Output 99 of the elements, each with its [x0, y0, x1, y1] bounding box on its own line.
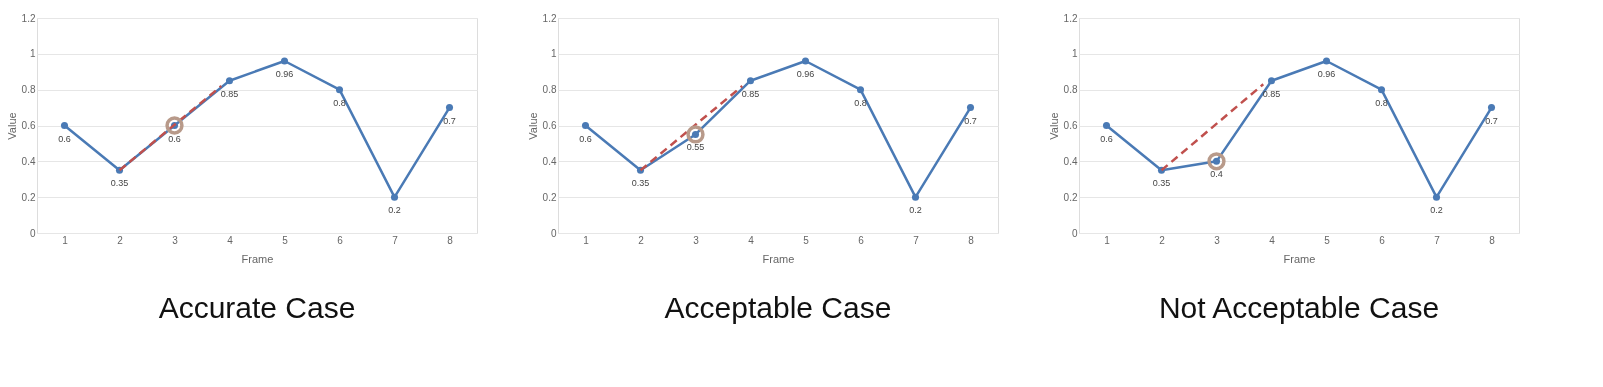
data-label: 0.4 — [1210, 169, 1223, 180]
y-tick-label: 0.6 — [21, 120, 36, 131]
x-tick-label: 2 — [117, 234, 124, 246]
data-label: 0.6 — [168, 133, 181, 144]
data-label: 0.7 — [1485, 115, 1498, 126]
y-axis-title: Value — [5, 112, 18, 140]
y-tick-label: 0.4 — [21, 155, 36, 167]
data-label: 0.96 — [796, 69, 815, 79]
y-tick-label: 0.8 — [21, 84, 36, 96]
y-tick-label: 1 — [550, 48, 557, 60]
data-label: 0.8 — [854, 97, 867, 108]
y-tick-label: 0.2 — [542, 191, 557, 203]
data-label: 0.55 — [686, 142, 705, 153]
data-label: 0.35 — [631, 178, 650, 189]
x-tick-label: 5 — [282, 234, 289, 246]
data-label: 0.35 — [110, 178, 129, 189]
data-label: 0.85 — [1262, 88, 1281, 99]
x-tick-label: 4 — [227, 234, 234, 246]
y-tick-label: 0.8 — [542, 84, 557, 96]
x-tick-label: 3 — [1214, 234, 1221, 246]
point — [801, 57, 810, 65]
y-tick-label: 0.6 — [542, 120, 557, 131]
y-tick-label: 0.4 — [1063, 155, 1078, 167]
point — [1432, 193, 1441, 201]
y-tick-label: 1.2 — [542, 12, 557, 24]
y-tick-label: 0.6 — [1063, 120, 1078, 131]
y-tick-label: 1.2 — [1063, 12, 1078, 24]
data-label: 0.7 — [964, 115, 977, 126]
x-tick-label: 2 — [1159, 234, 1166, 246]
point — [1207, 152, 1226, 171]
y-axis-title: Value — [526, 112, 539, 140]
text: Not Acceptable Case — [1158, 291, 1440, 324]
x-tick-label: 6 — [1379, 234, 1386, 246]
x-tick-label: 8 — [968, 234, 975, 246]
point — [1377, 86, 1386, 94]
x-tick-label: 1 — [1104, 234, 1111, 246]
data-label: 0.2 — [1430, 205, 1443, 216]
x-tick-label: 1 — [583, 234, 590, 246]
point — [445, 104, 454, 112]
x-tick-label: 4 — [748, 234, 755, 246]
x-tick-label: 4 — [1269, 234, 1276, 246]
data-label: 0.85 — [220, 88, 239, 99]
data-label: 0.8 — [1375, 97, 1388, 108]
y-tick-label: 0 — [29, 227, 36, 239]
data-label: 0.85 — [741, 88, 760, 99]
point — [390, 193, 399, 201]
x-tick-label: 3 — [172, 234, 179, 246]
point — [225, 77, 234, 85]
point — [1267, 77, 1276, 85]
y-tick-label: 1.2 — [21, 12, 36, 24]
y-tick-label: 0.2 — [21, 191, 36, 203]
point — [746, 77, 755, 85]
x-tick-label: 5 — [1324, 234, 1331, 246]
point — [335, 86, 344, 94]
data-label: 0.7 — [443, 115, 456, 126]
x-axis-title: Frame — [241, 252, 274, 265]
text: Accurate Case — [158, 291, 356, 324]
data-label: 0.6 — [579, 133, 592, 144]
data-label: 0.8 — [333, 97, 346, 108]
data-label: 0.6 — [1100, 133, 1113, 144]
x-tick-label: 7 — [913, 234, 920, 246]
point — [60, 121, 69, 130]
x-tick-label: 6 — [337, 234, 344, 246]
x-tick-label: 1 — [62, 234, 69, 246]
x-tick-label: 2 — [638, 234, 645, 246]
x-tick-label: 8 — [447, 234, 454, 246]
data-label: 0.96 — [275, 69, 294, 79]
point — [966, 104, 975, 112]
x-tick-label: 5 — [803, 234, 810, 246]
x-tick-label: 6 — [858, 234, 865, 246]
y-tick-label: 0.8 — [1063, 84, 1078, 96]
data-label: 0.35 — [1152, 178, 1171, 189]
point — [1322, 57, 1331, 65]
point — [911, 193, 920, 201]
data-label: 0.96 — [1317, 69, 1336, 79]
x-axis-title: Frame — [1283, 252, 1316, 265]
data-label: 0.2 — [388, 205, 401, 216]
point — [280, 57, 289, 65]
y-tick-label: 0 — [550, 227, 557, 239]
point — [856, 86, 865, 94]
point — [686, 125, 705, 144]
point — [1487, 104, 1496, 112]
point — [581, 121, 590, 130]
point — [1102, 121, 1111, 130]
data-label: 0.2 — [909, 205, 922, 216]
y-tick-label: 0.4 — [542, 155, 557, 167]
y-axis-title: Value — [1047, 112, 1060, 140]
y-tick-label: 1 — [1071, 48, 1078, 60]
point — [165, 116, 184, 135]
data-label: 0.6 — [58, 133, 71, 144]
x-tick-label: 7 — [392, 234, 399, 246]
x-tick-label: 7 — [1434, 234, 1441, 246]
x-axis-title: Frame — [762, 252, 795, 265]
y-tick-label: 1 — [29, 48, 36, 60]
text: Acceptable Case — [664, 291, 892, 324]
y-tick-label: 0 — [1071, 227, 1078, 239]
x-tick-label: 8 — [1489, 234, 1496, 246]
y-tick-label: 0.2 — [1063, 191, 1078, 203]
x-tick-label: 3 — [693, 234, 700, 246]
